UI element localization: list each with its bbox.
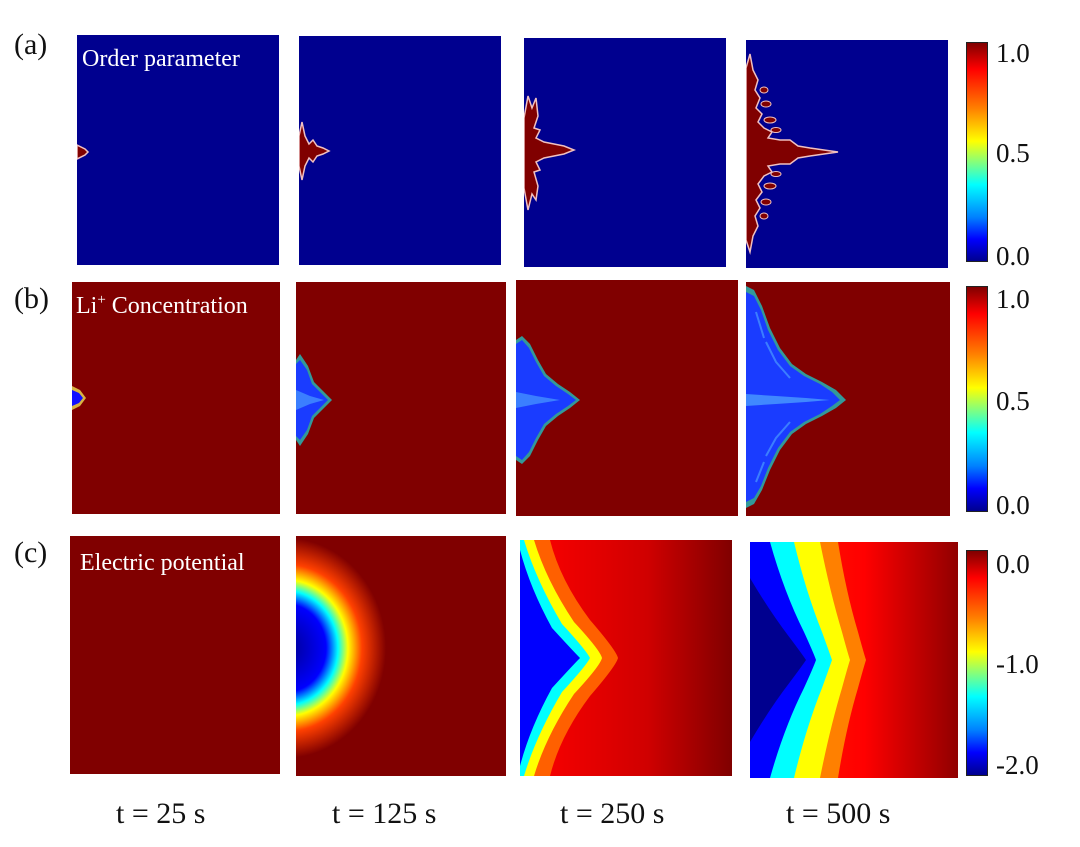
row-label-c: (c)	[14, 536, 48, 569]
panel-a-t250	[524, 38, 726, 267]
panel-b-t125	[296, 282, 506, 514]
colorbar-b	[966, 286, 988, 512]
title-electric-potential: Electric potential	[80, 550, 245, 576]
tick-a-mid: 0.5	[996, 138, 1030, 168]
tick-a-top: 1.0	[996, 38, 1030, 68]
tick-b-mid: 0.5	[996, 386, 1030, 416]
title-li-rest: Concentration	[105, 293, 248, 319]
tick-b-top: 1.0	[996, 284, 1030, 314]
title-li-superscript: +	[97, 292, 106, 308]
row-label-b: (b)	[14, 282, 49, 315]
colorbar-a	[966, 42, 988, 262]
panel-a-t500	[746, 40, 948, 268]
colorbar-c	[966, 550, 988, 776]
row-label-a: (a)	[14, 28, 48, 61]
tick-c-bottom: -2.0	[996, 750, 1039, 780]
tick-b-bottom: 0.0	[996, 490, 1030, 520]
tick-c-top: 0.0	[996, 549, 1030, 579]
tick-c-mid: -1.0	[996, 649, 1039, 679]
title-li-prefix: Li	[76, 293, 98, 319]
panel-b-t25	[72, 282, 280, 514]
panel-c-t25	[70, 536, 280, 774]
panel-a-t25	[77, 35, 279, 265]
title-li-concentration: Li+ Concentration	[76, 292, 248, 320]
panel-b-t250	[516, 280, 738, 516]
time-label-25: t = 25 s	[116, 797, 206, 830]
panel-c-t500	[750, 542, 958, 778]
tick-a-bottom: 0.0	[996, 241, 1030, 271]
time-label-250: t = 250 s	[560, 797, 665, 830]
panel-c-t125	[296, 536, 506, 776]
title-order-parameter: Order parameter	[82, 46, 240, 72]
panel-b-t500	[746, 282, 950, 516]
time-label-500: t = 500 s	[786, 797, 891, 830]
time-label-125: t = 125 s	[332, 797, 437, 830]
panel-c-t250	[520, 540, 732, 776]
panel-a-t125	[299, 36, 501, 265]
